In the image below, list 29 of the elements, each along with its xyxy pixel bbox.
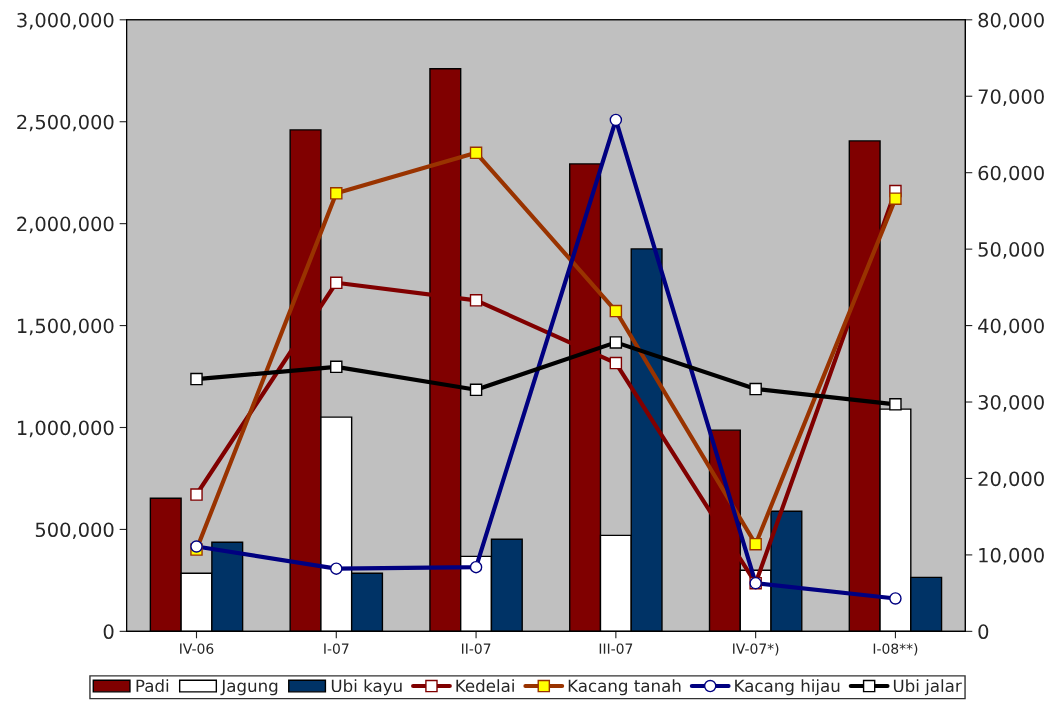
legend-label: Ubi jalar bbox=[893, 679, 962, 696]
y-tick-label: 2,500,000 bbox=[17, 114, 114, 132]
y-tick-label: 0 bbox=[103, 624, 114, 640]
y2-tick-label: 60,000 bbox=[978, 165, 1044, 183]
x-tick-label: I-08**) bbox=[873, 643, 918, 656]
y-tick-label: 3,000,000 bbox=[17, 12, 114, 30]
legend-label: Ubi kayu bbox=[331, 679, 402, 696]
y2-tick-label: 50,000 bbox=[978, 242, 1044, 259]
y2-tick-label: 30,000 bbox=[978, 394, 1044, 412]
x-tick-label: IV-07*) bbox=[733, 643, 779, 656]
y2-tick-label: 0 bbox=[978, 624, 989, 640]
y-tick-label: 1,000,000 bbox=[17, 420, 114, 438]
x-tick-label: III-07 bbox=[599, 643, 633, 654]
legend-label: Padi bbox=[136, 679, 169, 693]
legend-label: Kedelai bbox=[456, 679, 514, 693]
y2-tick-label: 10,000 bbox=[979, 547, 1044, 565]
x-tick-label: I-07 bbox=[324, 643, 349, 654]
y2-tick-label: 80,000 bbox=[978, 12, 1044, 30]
legend-label: Kacang tanah bbox=[568, 679, 681, 696]
legend-label: Jagung bbox=[220, 679, 278, 696]
x-tick-label: II-07 bbox=[461, 643, 491, 654]
x-tick-label: IV-06 bbox=[180, 643, 214, 654]
y2-tick-label: 20,000 bbox=[978, 471, 1044, 489]
y-tick-label: 1,500,000 bbox=[17, 318, 114, 336]
y2-tick-label: 40,000 bbox=[978, 318, 1044, 336]
y-tick-label: 500,000 bbox=[35, 522, 114, 540]
y2-tick-label: 70,000 bbox=[978, 89, 1044, 106]
y-tick-label: 2,000,000 bbox=[17, 216, 114, 234]
legend-label: Kacang hijau bbox=[735, 679, 840, 696]
